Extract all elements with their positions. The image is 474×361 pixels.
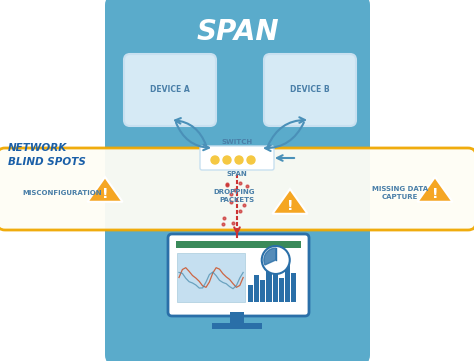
Text: MISSING DATA
CAPTURE: MISSING DATA CAPTURE: [372, 186, 428, 200]
Bar: [273, 270, 278, 302]
Bar: [176, 241, 301, 248]
Bar: [248, 285, 253, 302]
FancyBboxPatch shape: [0, 148, 474, 230]
Bar: [291, 273, 296, 302]
Polygon shape: [87, 177, 123, 202]
Circle shape: [223, 156, 231, 164]
Bar: [260, 280, 265, 302]
Circle shape: [211, 156, 219, 164]
FancyBboxPatch shape: [105, 0, 370, 361]
Text: DEVICE B: DEVICE B: [290, 86, 330, 95]
FancyBboxPatch shape: [124, 54, 216, 126]
Text: DROPPING
PACKETS: DROPPING PACKETS: [213, 189, 255, 203]
Circle shape: [262, 246, 290, 274]
Text: SPAN: SPAN: [196, 18, 279, 46]
Polygon shape: [273, 189, 308, 214]
Bar: [212, 323, 262, 329]
Circle shape: [247, 156, 255, 164]
FancyBboxPatch shape: [168, 234, 309, 316]
Text: !: !: [432, 187, 438, 201]
Bar: [279, 278, 284, 302]
Polygon shape: [264, 248, 276, 265]
Bar: [177, 253, 245, 302]
Text: !: !: [287, 199, 293, 213]
Bar: [266, 265, 272, 302]
Text: DEVICE A: DEVICE A: [150, 86, 190, 95]
Text: SWITCH: SWITCH: [221, 139, 253, 145]
FancyBboxPatch shape: [200, 146, 274, 170]
Polygon shape: [418, 177, 453, 202]
Text: !: !: [102, 187, 108, 201]
Bar: [285, 263, 290, 302]
Text: SPAN: SPAN: [227, 171, 247, 177]
Bar: [230, 312, 244, 324]
Text: MISCONFIGURATION: MISCONFIGURATION: [22, 190, 102, 196]
Text: NETWORK
BLIND SPOTS: NETWORK BLIND SPOTS: [8, 143, 86, 166]
FancyBboxPatch shape: [264, 54, 356, 126]
Bar: [254, 275, 259, 302]
Circle shape: [235, 156, 243, 164]
